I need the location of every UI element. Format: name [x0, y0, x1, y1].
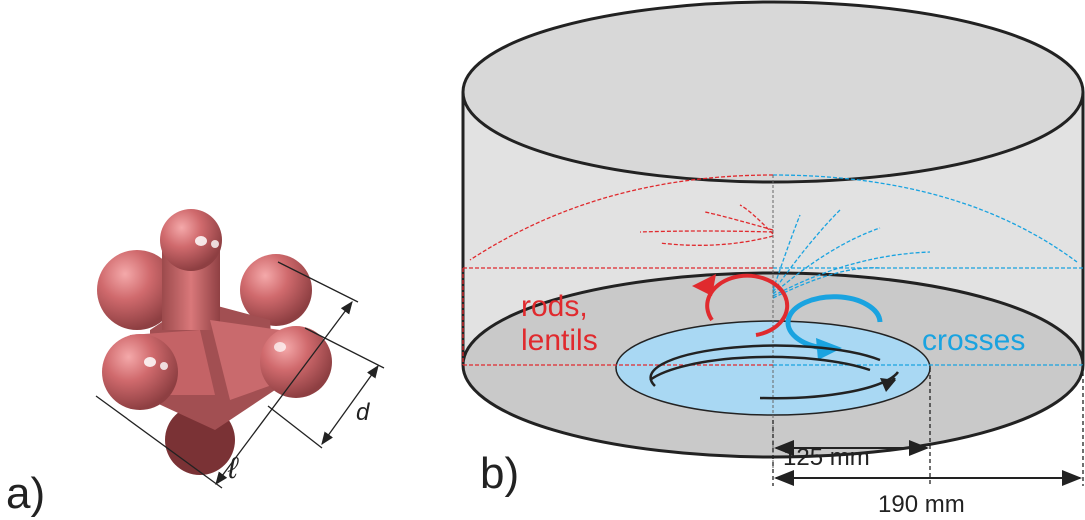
cross-particle: [97, 209, 332, 475]
dimension-lines: [772, 365, 1084, 486]
rods-label-line2: lentils: [521, 324, 598, 357]
dim-125-label: 125 mm: [783, 444, 870, 471]
panel-a: ℓ d a): [6, 209, 385, 518]
dim-190-label: 190 mm: [878, 491, 965, 518]
length-dimension: [95, 261, 359, 489]
crosses-flow-lines: [772, 174, 1083, 366]
length-symbol: ℓ: [227, 452, 239, 485]
rods-rotation-arrow: [692, 273, 790, 337]
diameter-dimension: [267, 327, 385, 449]
panel-a-label: a): [6, 469, 45, 518]
tank-top: [461, 0, 1085, 184]
rods-flow-lines: [462, 174, 774, 366]
rods-label-line1: rods,: [521, 290, 588, 323]
diameter-symbol: d: [356, 399, 370, 426]
panel-b: rods, lentils crosses 125 mm 190 mm b): [461, 0, 1085, 518]
panel-b-label: b): [480, 449, 519, 498]
crosses-label: crosses: [922, 324, 1025, 357]
